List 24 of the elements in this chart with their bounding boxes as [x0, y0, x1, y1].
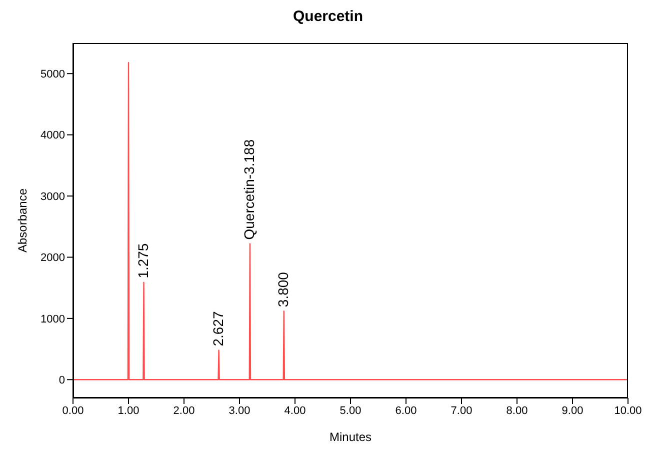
x-tick-label: 3.00 [228, 404, 250, 417]
annotation: Quercetin-3.188 [240, 139, 257, 240]
y-tick-label: 0 [58, 374, 65, 387]
chart-title: Quercetin [292, 8, 364, 25]
y-tick-label: 3000 [40, 190, 65, 203]
x-tick-label: 1.00 [118, 404, 140, 417]
annotation: 1.275 [134, 243, 151, 278]
x-tick-label: 10.00 [614, 404, 642, 417]
x-tick-label: 2.00 [173, 404, 195, 417]
x-tick-label: 8.00 [506, 404, 528, 417]
annotation: 3.800 [274, 272, 291, 308]
x-axis-title: Minutes [329, 430, 372, 444]
y-axis-title: Absorbance [15, 188, 30, 253]
annotation: 2.627 [210, 311, 226, 346]
x-tick-label: 0.00 [62, 404, 84, 417]
y-tick-label: 5000 [40, 68, 65, 81]
x-tick-label: 6.00 [395, 404, 417, 417]
x-tick-label: 4.00 [284, 404, 306, 417]
y-tick-label: 1000 [40, 313, 65, 326]
x-tick-label: 9.00 [562, 404, 584, 417]
y-tick-label: 4000 [40, 130, 65, 142]
x-tick-label: 7.00 [450, 404, 472, 417]
y-tick-label: 2000 [40, 252, 65, 264]
x-tick-label: 5.00 [340, 404, 362, 417]
